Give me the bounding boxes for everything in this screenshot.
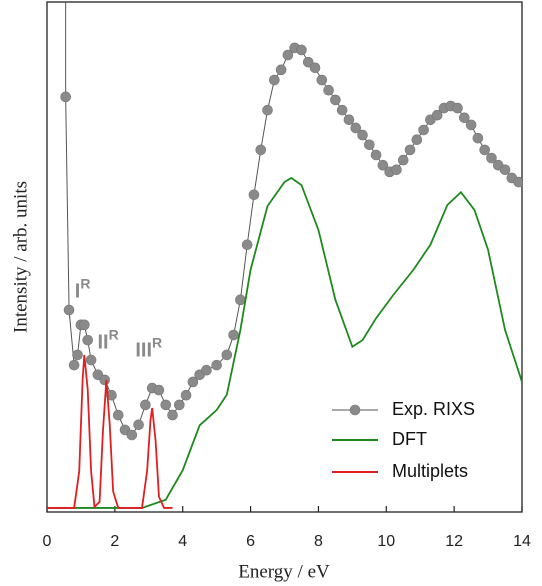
data-point — [63, 304, 75, 316]
legend-label: Exp. RIXS — [392, 399, 475, 419]
data-point — [187, 376, 199, 388]
data-point — [391, 164, 402, 176]
data-point — [167, 409, 178, 421]
annotation-sup: R — [152, 334, 162, 350]
data-point — [228, 329, 239, 341]
data-point — [282, 49, 294, 61]
data-point — [235, 294, 246, 306]
legend-marker — [349, 404, 361, 416]
data-point — [343, 114, 355, 126]
data-point — [211, 359, 222, 371]
series-line — [47, 176, 522, 509]
data-point — [350, 122, 362, 134]
legend-label: DFT — [392, 429, 427, 449]
data-point — [160, 399, 172, 411]
data-point — [106, 389, 117, 401]
annotation-text: II — [97, 332, 108, 354]
plot-area — [47, 2, 522, 509]
data-point — [126, 429, 138, 441]
x-tick-label: 2 — [110, 533, 119, 550]
data-point — [68, 359, 80, 371]
data-point — [112, 409, 124, 421]
x-tick-label: 4 — [178, 533, 187, 550]
data-point — [72, 349, 83, 361]
x-tick-label: 0 — [43, 533, 52, 550]
annotation-text: I — [75, 281, 81, 303]
annotation: IIR — [97, 326, 118, 354]
data-point — [262, 104, 273, 116]
x-tick-label: 6 — [246, 533, 255, 550]
legend-label: Multiplets — [392, 461, 468, 481]
data-point — [296, 44, 307, 56]
data-point — [336, 104, 348, 116]
annotation: IIIR — [135, 334, 162, 362]
data-point — [316, 74, 328, 86]
data-point — [255, 144, 267, 156]
data-point — [377, 159, 389, 171]
annotation-sup: R — [109, 326, 119, 342]
data-point — [472, 132, 484, 144]
data-point — [309, 62, 321, 74]
data-point — [357, 129, 368, 141]
data-point — [411, 134, 423, 145]
data-point — [82, 334, 94, 346]
x-tick-label: 12 — [445, 533, 463, 550]
data-point — [241, 239, 253, 251]
plot-frame — [46, 1, 523, 513]
data-point — [79, 319, 90, 331]
x-tick-label: 10 — [377, 533, 395, 550]
data-point — [431, 109, 443, 121]
data-point — [323, 84, 334, 96]
x-tick-label: 8 — [314, 533, 323, 550]
annotation-text: III — [135, 340, 152, 362]
data-point — [370, 149, 382, 161]
data-point — [201, 364, 212, 376]
data-point — [269, 74, 280, 86]
data-point — [404, 144, 416, 156]
x-axis-label: Energy / eV — [238, 561, 330, 582]
data-point — [459, 112, 470, 124]
data-point — [486, 152, 497, 164]
series-line — [65, 2, 519, 436]
series-line — [47, 354, 173, 509]
y-axis-label: Intensity / arb. units — [10, 181, 31, 333]
data-point — [133, 419, 144, 431]
data-point — [465, 119, 477, 131]
annotation-sup: R — [80, 275, 90, 291]
data-point — [174, 399, 185, 411]
data-point — [364, 139, 375, 151]
data-point — [275, 64, 287, 76]
data-point — [330, 94, 341, 106]
data-point — [479, 144, 490, 156]
data-point — [499, 164, 511, 176]
data-point — [99, 374, 110, 386]
data-point — [140, 399, 151, 411]
data-point — [513, 176, 522, 188]
data-point — [418, 124, 429, 136]
data-point — [248, 189, 260, 201]
data-point — [153, 384, 165, 396]
annotation: IR — [75, 275, 91, 303]
data-point — [60, 91, 71, 103]
data-point — [85, 354, 97, 366]
data-point — [180, 389, 192, 401]
data-point — [221, 349, 233, 361]
data-point — [452, 102, 463, 114]
data-point — [397, 154, 409, 166]
x-tick-label: 14 — [513, 533, 531, 550]
